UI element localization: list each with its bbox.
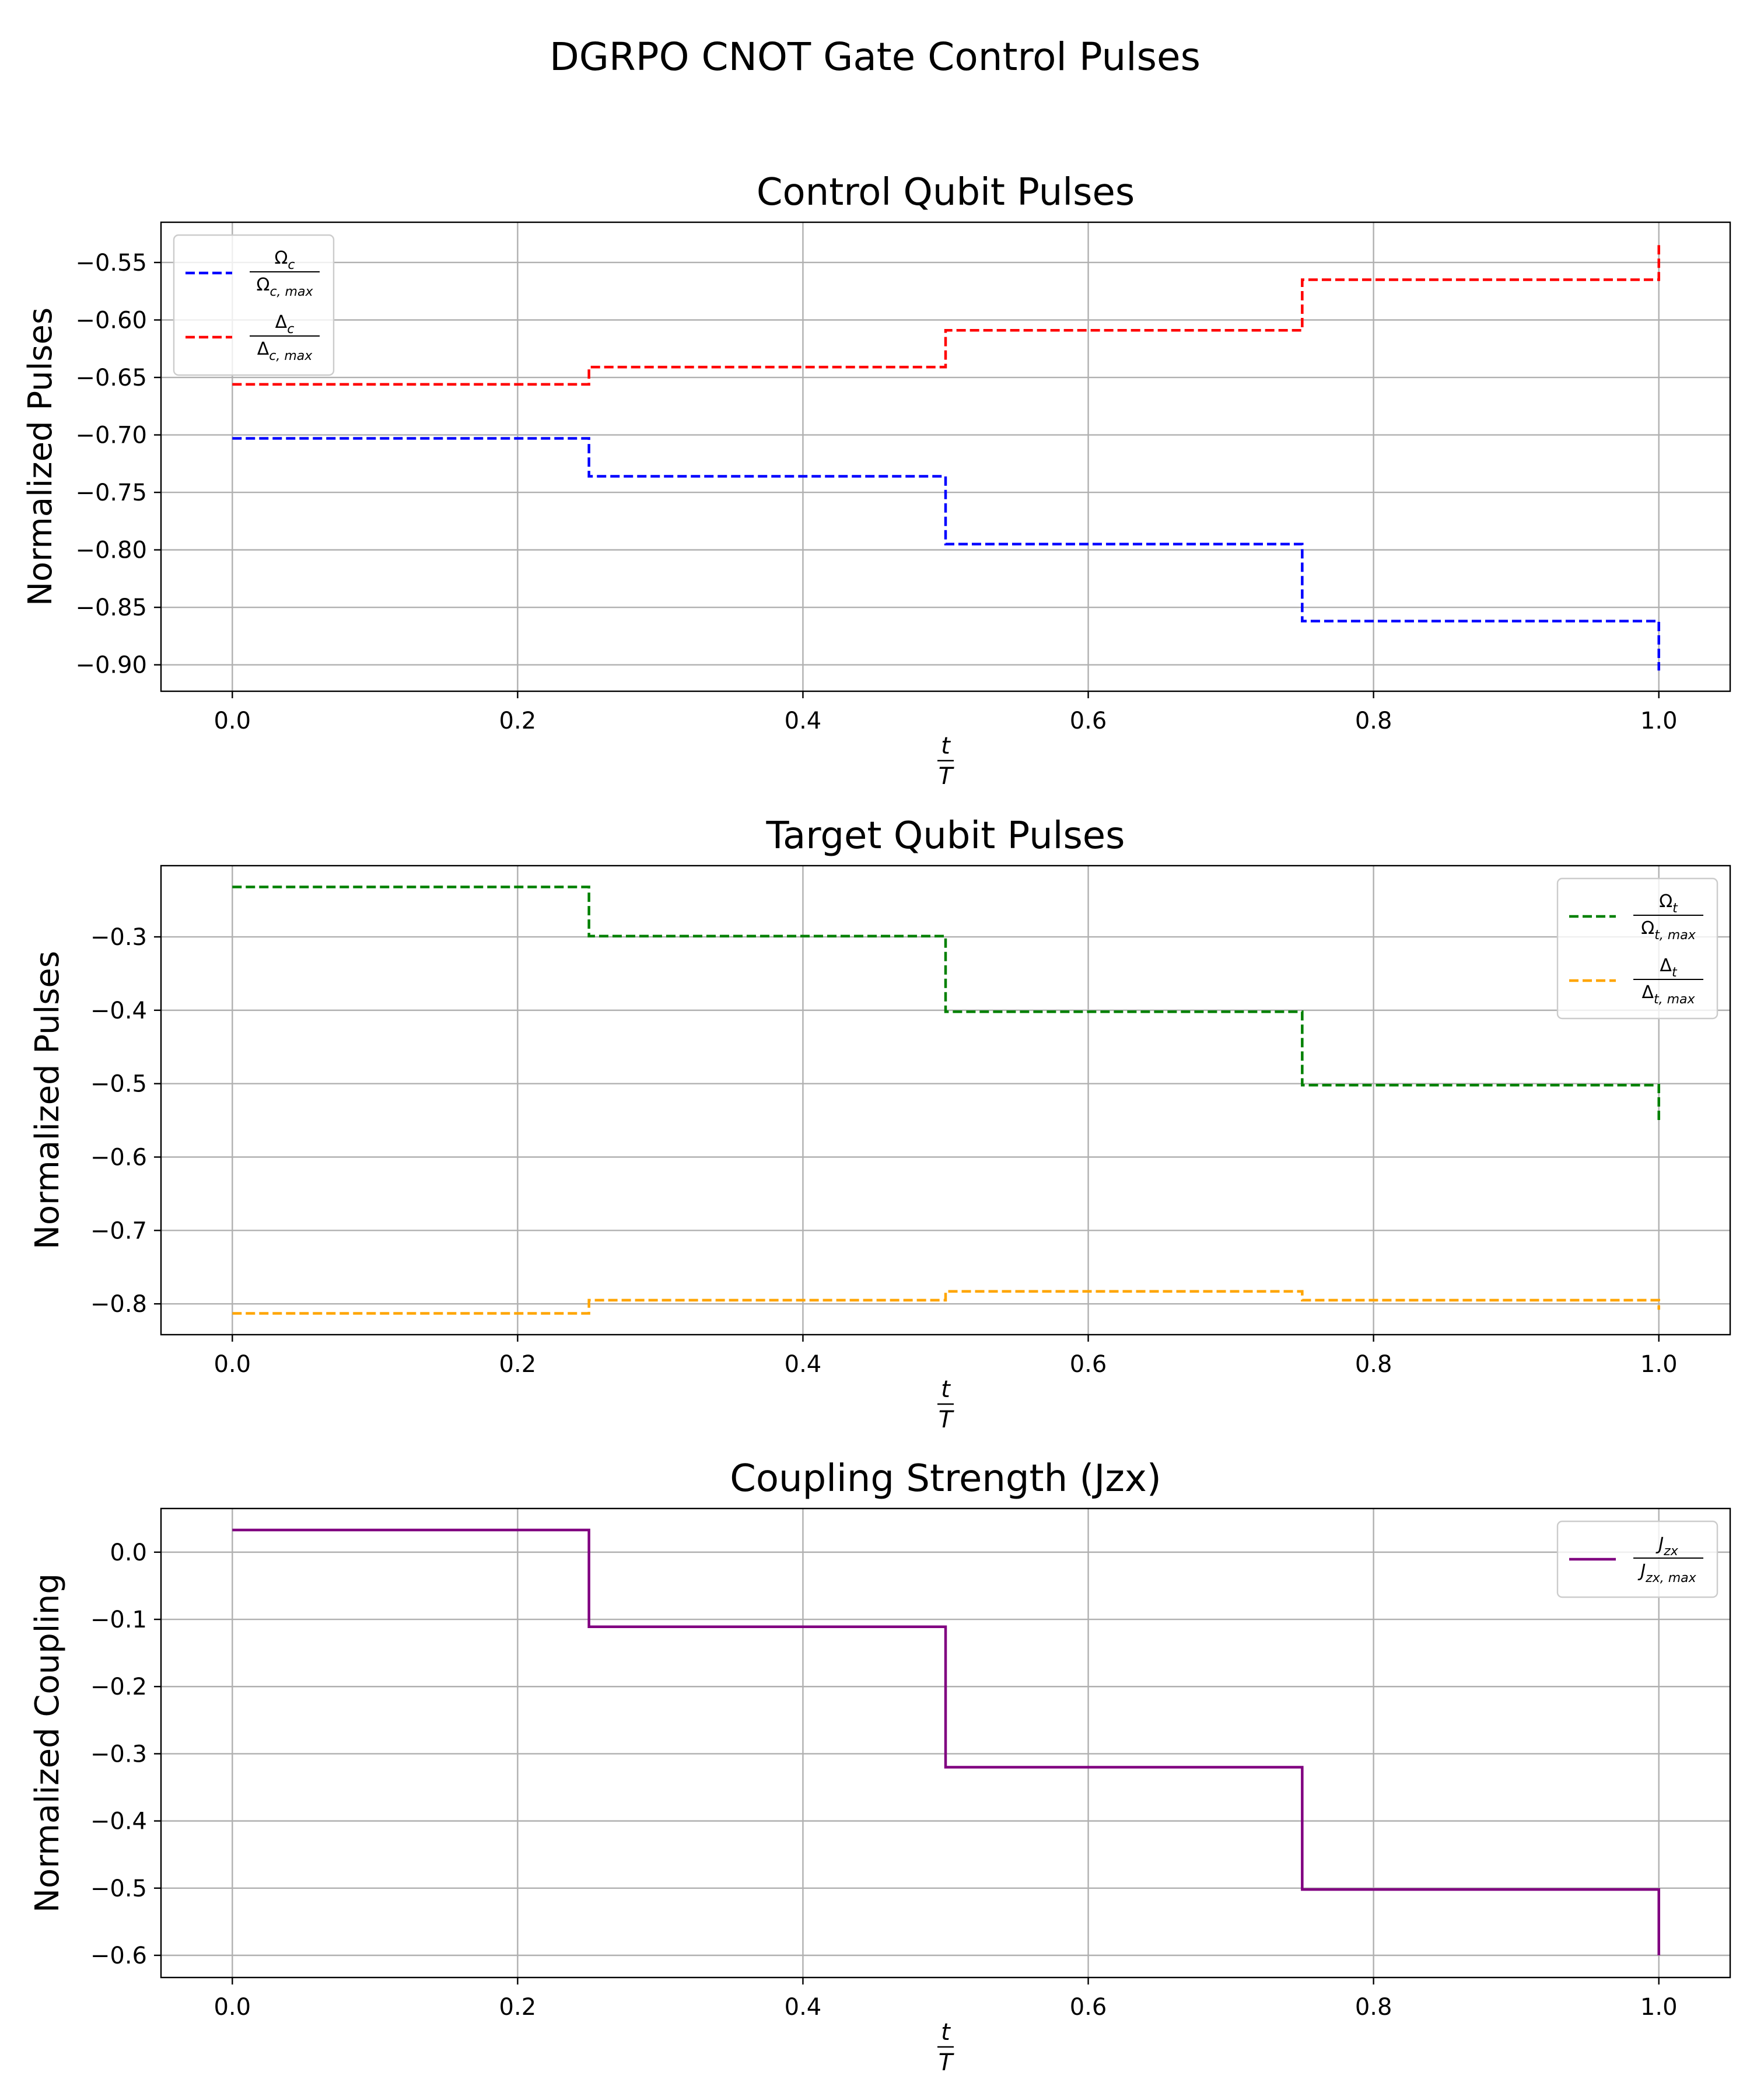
y-tick-label: −0.60: [75, 307, 147, 334]
axes-2: 0.0 0.2 0.4 0.6 0.8 1.0 −0.8 −0.7 −0.6 −0.5 −0.4 −0…: [29, 814, 1731, 1433]
x-tick-label: 0.8: [1355, 708, 1392, 734]
y-axis-label: Normalized Pulses: [22, 307, 60, 606]
svg-text:T: T: [939, 2049, 955, 2076]
svg-text:t: t: [941, 733, 951, 760]
y-tick-label: −0.90: [75, 652, 147, 679]
axes-frame: [160, 221, 1731, 692]
y-tick-label: −0.5: [90, 1071, 147, 1098]
axes-3: 0.0 0.2 0.4 0.6 0.8 1.0 −0.6 −0.5 −0.4 −0.3 −0.2 −0…: [29, 1457, 1731, 2076]
axes-1: 0.0 0.2 0.4 0.6 0.8 1.0 −0.90 −0.85 −0.80 −0.75 −0…: [22, 171, 1731, 790]
y-tick-label: −0.5: [90, 1875, 147, 1902]
x-tick-label: 0.6: [1070, 1994, 1107, 2021]
svg-text:T: T: [939, 1406, 955, 1433]
x-tick-label: 0.2: [499, 708, 537, 734]
figure-title: DGRPO CNOT Gate Control Pulses: [550, 34, 1200, 79]
axes-frame: [160, 864, 1731, 1336]
y-tick-label: −0.4: [90, 1808, 147, 1835]
x-tick-label: 1.0: [1640, 1994, 1678, 2021]
axes-frame: [160, 1507, 1731, 1979]
x-axis-label: tT: [937, 733, 955, 790]
axes-title: Control Qubit Pulses: [757, 171, 1135, 214]
series-line-1: [232, 437, 1660, 671]
y-tick-label: −0.6: [90, 1943, 147, 1969]
y-tick-label: −0.3: [90, 924, 147, 951]
svg-text:Δc: Δc: [275, 312, 295, 337]
x-tick-label: 0.4: [785, 1351, 822, 1378]
y-tick-label: −0.55: [75, 250, 147, 276]
x-tick-label: 0.0: [214, 708, 251, 734]
svg-text:T: T: [939, 763, 955, 790]
legend-frame: [1556, 1520, 1718, 1598]
series-line-1: [232, 886, 1660, 1123]
axes-title: Coupling Strength (Jzx): [730, 1457, 1161, 1500]
y-axis-label: Normalized Pulses: [29, 951, 66, 1250]
x-tick-label: 0.2: [499, 1994, 537, 2021]
legend-frame: [173, 234, 335, 376]
axes-root: 0.0 0.2 0.4 0.6 0.8 1.0 −0.90 −0.85 −0.80 −0.75 −0…: [22, 171, 1731, 2076]
y-axis-label: Normalized Coupling: [29, 1573, 66, 1913]
svg-text:Ωt, max: Ωt, max: [1641, 918, 1696, 943]
y-tick-label: −0.3: [90, 1741, 147, 1768]
x-tick-label: 0.4: [785, 1994, 822, 2021]
y-tick-label: 0.0: [110, 1539, 147, 1566]
series-line-2: [232, 243, 1660, 386]
x-tick-label: 0.0: [214, 1994, 251, 2021]
y-tick-label: −0.80: [75, 537, 147, 564]
axes-title: Target Qubit Pulses: [766, 814, 1125, 858]
y-tick-label: −0.75: [75, 480, 147, 506]
x-tick-label: 0.2: [499, 1351, 537, 1378]
legend-entry: Ωc Ωc, max: [250, 248, 320, 299]
svg-text:Ωc: Ωc: [274, 248, 295, 272]
y-tick-label: −0.8: [90, 1291, 147, 1318]
x-tick-label: 0.0: [214, 1351, 251, 1378]
y-tick-label: −0.2: [90, 1674, 147, 1700]
series-line-1: [232, 1528, 1660, 1955]
x-tick-label: 1.0: [1640, 708, 1678, 734]
y-tick-label: −0.1: [90, 1606, 147, 1633]
x-axis-label: tT: [937, 1376, 955, 1433]
y-tick-label: −0.6: [90, 1144, 147, 1171]
y-tick-label: −0.7: [90, 1217, 147, 1244]
x-tick-label: 1.0: [1640, 1351, 1678, 1378]
x-tick-label: 0.4: [785, 708, 822, 734]
y-tick-label: −0.65: [75, 365, 147, 391]
svg-text:Δt, max: Δt, max: [1642, 982, 1695, 1007]
x-tick-label: 0.8: [1355, 1351, 1392, 1378]
svg-text:Ωt: Ωt: [1659, 891, 1678, 916]
svg-text:t: t: [941, 1376, 951, 1403]
svg-text:Δt: Δt: [1660, 956, 1678, 980]
svg-text:Ωc, max: Ωc, max: [257, 275, 314, 299]
y-tick-label: −0.70: [75, 422, 147, 449]
x-tick-label: 0.6: [1070, 708, 1107, 734]
x-tick-label: 0.6: [1070, 1351, 1107, 1378]
x-axis-label: tT: [937, 2019, 955, 2076]
x-tick-label: 0.8: [1355, 1994, 1392, 2021]
y-tick-label: −0.85: [75, 594, 147, 621]
svg-text:t: t: [941, 2019, 951, 2046]
svg-text:Δc, max: Δc, max: [257, 339, 313, 363]
y-tick-label: −0.4: [90, 998, 147, 1024]
legend-frame: [1556, 877, 1718, 1020]
